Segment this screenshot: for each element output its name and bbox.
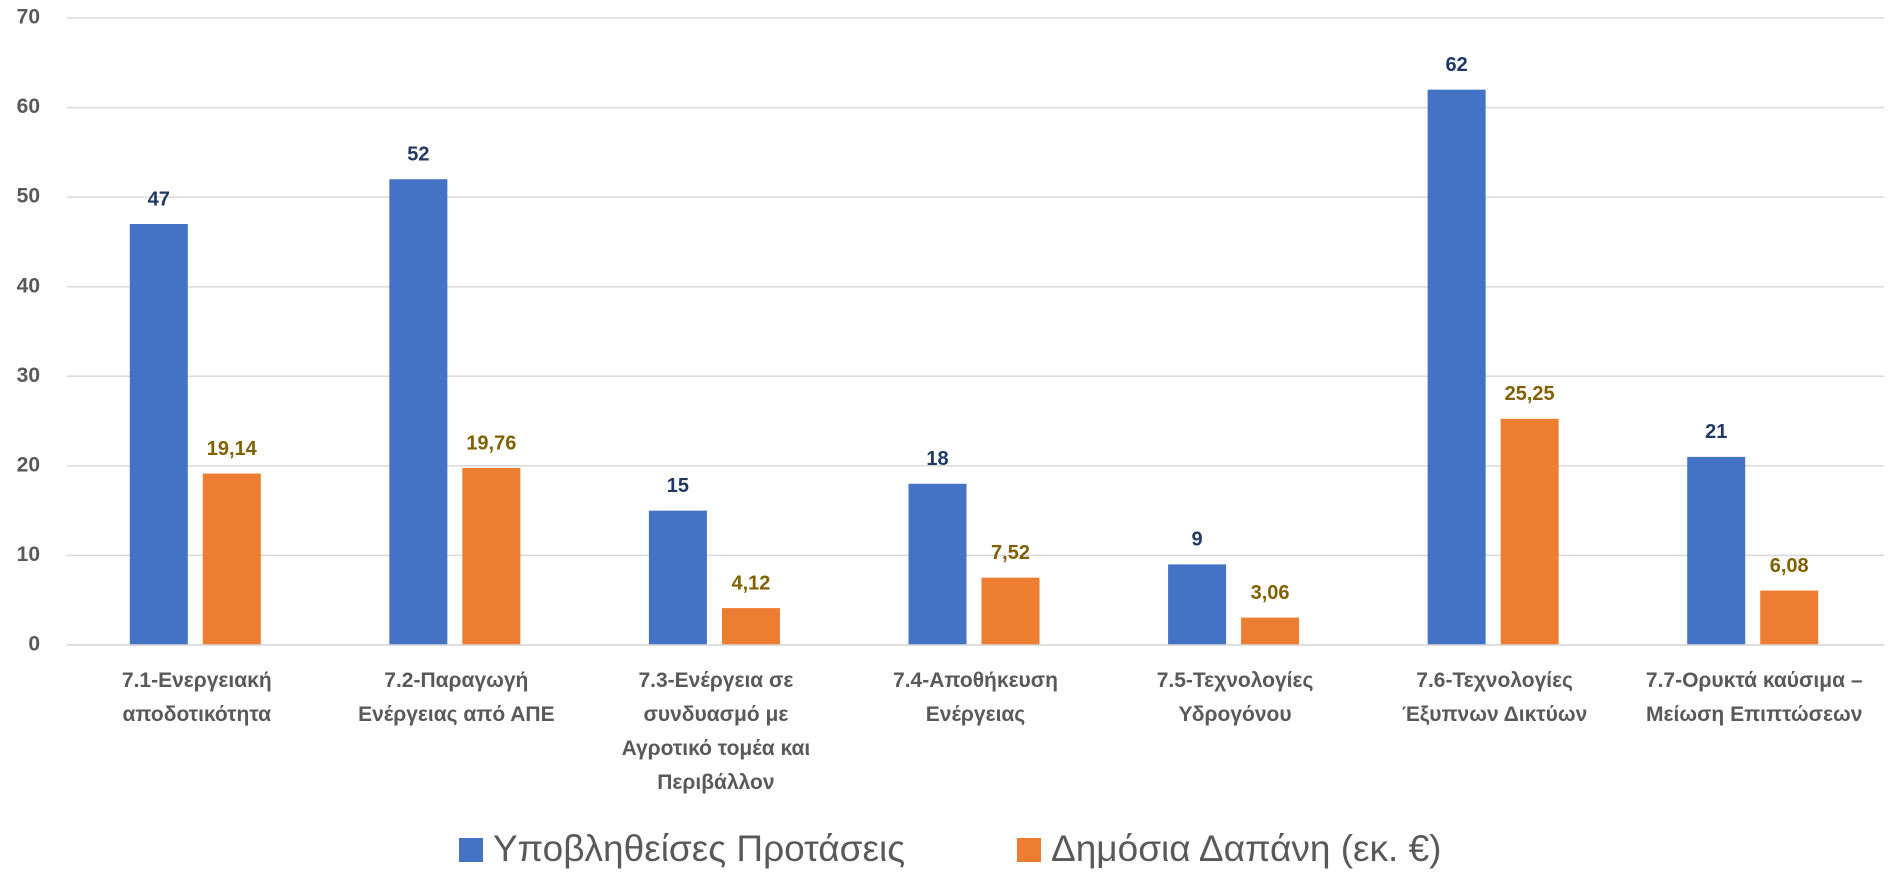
bar <box>389 179 448 645</box>
value-label: 15 <box>667 475 689 497</box>
y-tick-label: 10 <box>17 543 40 566</box>
bar <box>462 468 521 645</box>
bar <box>1500 418 1559 645</box>
y-tick-label: 60 <box>17 95 40 118</box>
value-label: 47 <box>148 188 170 210</box>
legend-swatch <box>1017 838 1041 862</box>
x-tick-label: 7.7-Ορυκτά καύσιμα – Μείωση Επιπτώσεων <box>1645 669 1863 726</box>
bar <box>1241 617 1300 645</box>
bar <box>721 608 780 645</box>
y-tick-label: 30 <box>17 364 40 387</box>
y-tick-label: 40 <box>17 274 40 297</box>
value-label: 25,25 <box>1505 383 1555 405</box>
legend-label: Δημόσια Δαπάνη (εκ. €) <box>1051 828 1442 869</box>
bar <box>1687 456 1746 645</box>
bar <box>1427 89 1486 645</box>
value-label: 52 <box>407 144 429 166</box>
bar <box>1760 590 1819 645</box>
value-label: 6,08 <box>1770 555 1809 577</box>
value-label: 4,12 <box>731 572 770 594</box>
y-tick-label: 0 <box>28 633 40 656</box>
bar <box>648 510 707 645</box>
x-tick-label: 7.5-Τεχνολογίες Υδρογόνου <box>1156 669 1314 726</box>
value-label: 21 <box>1705 421 1727 443</box>
value-label: 19,76 <box>466 432 516 454</box>
x-tick-label: 7.3-Ενέργεια σε συνδυασμό με Αγροτικό το… <box>621 669 811 794</box>
legend-label: Υποβληθείσες Προτάσεις <box>493 828 905 869</box>
bar <box>129 224 188 645</box>
value-label: 3,06 <box>1251 582 1290 604</box>
x-tick-label: 7.6-Τεχνολογίες Έξυπνων Δικτύων <box>1401 669 1588 726</box>
bar <box>1168 564 1227 645</box>
bar <box>202 473 261 645</box>
y-tick-label: 70 <box>17 6 40 29</box>
value-label: 7,52 <box>991 542 1030 564</box>
y-tick-label: 50 <box>17 185 40 208</box>
value-label: 18 <box>926 448 948 470</box>
value-label: 62 <box>1446 54 1468 76</box>
value-label: 19,14 <box>207 438 258 460</box>
bar <box>908 483 967 645</box>
y-tick-label: 20 <box>17 453 40 476</box>
value-label: 9 <box>1192 529 1203 551</box>
x-tick-label: 7.2-Παραγωγή Ενέργειας από ΑΠΕ <box>358 669 555 726</box>
legend-swatch <box>459 838 483 862</box>
x-tick-label: 7.1-Ενεργειακή αποδοτικότητα <box>121 669 272 726</box>
x-tick-label: 7.4-Αποθήκευση Ενέργειας <box>893 669 1058 726</box>
bar <box>981 577 1040 645</box>
